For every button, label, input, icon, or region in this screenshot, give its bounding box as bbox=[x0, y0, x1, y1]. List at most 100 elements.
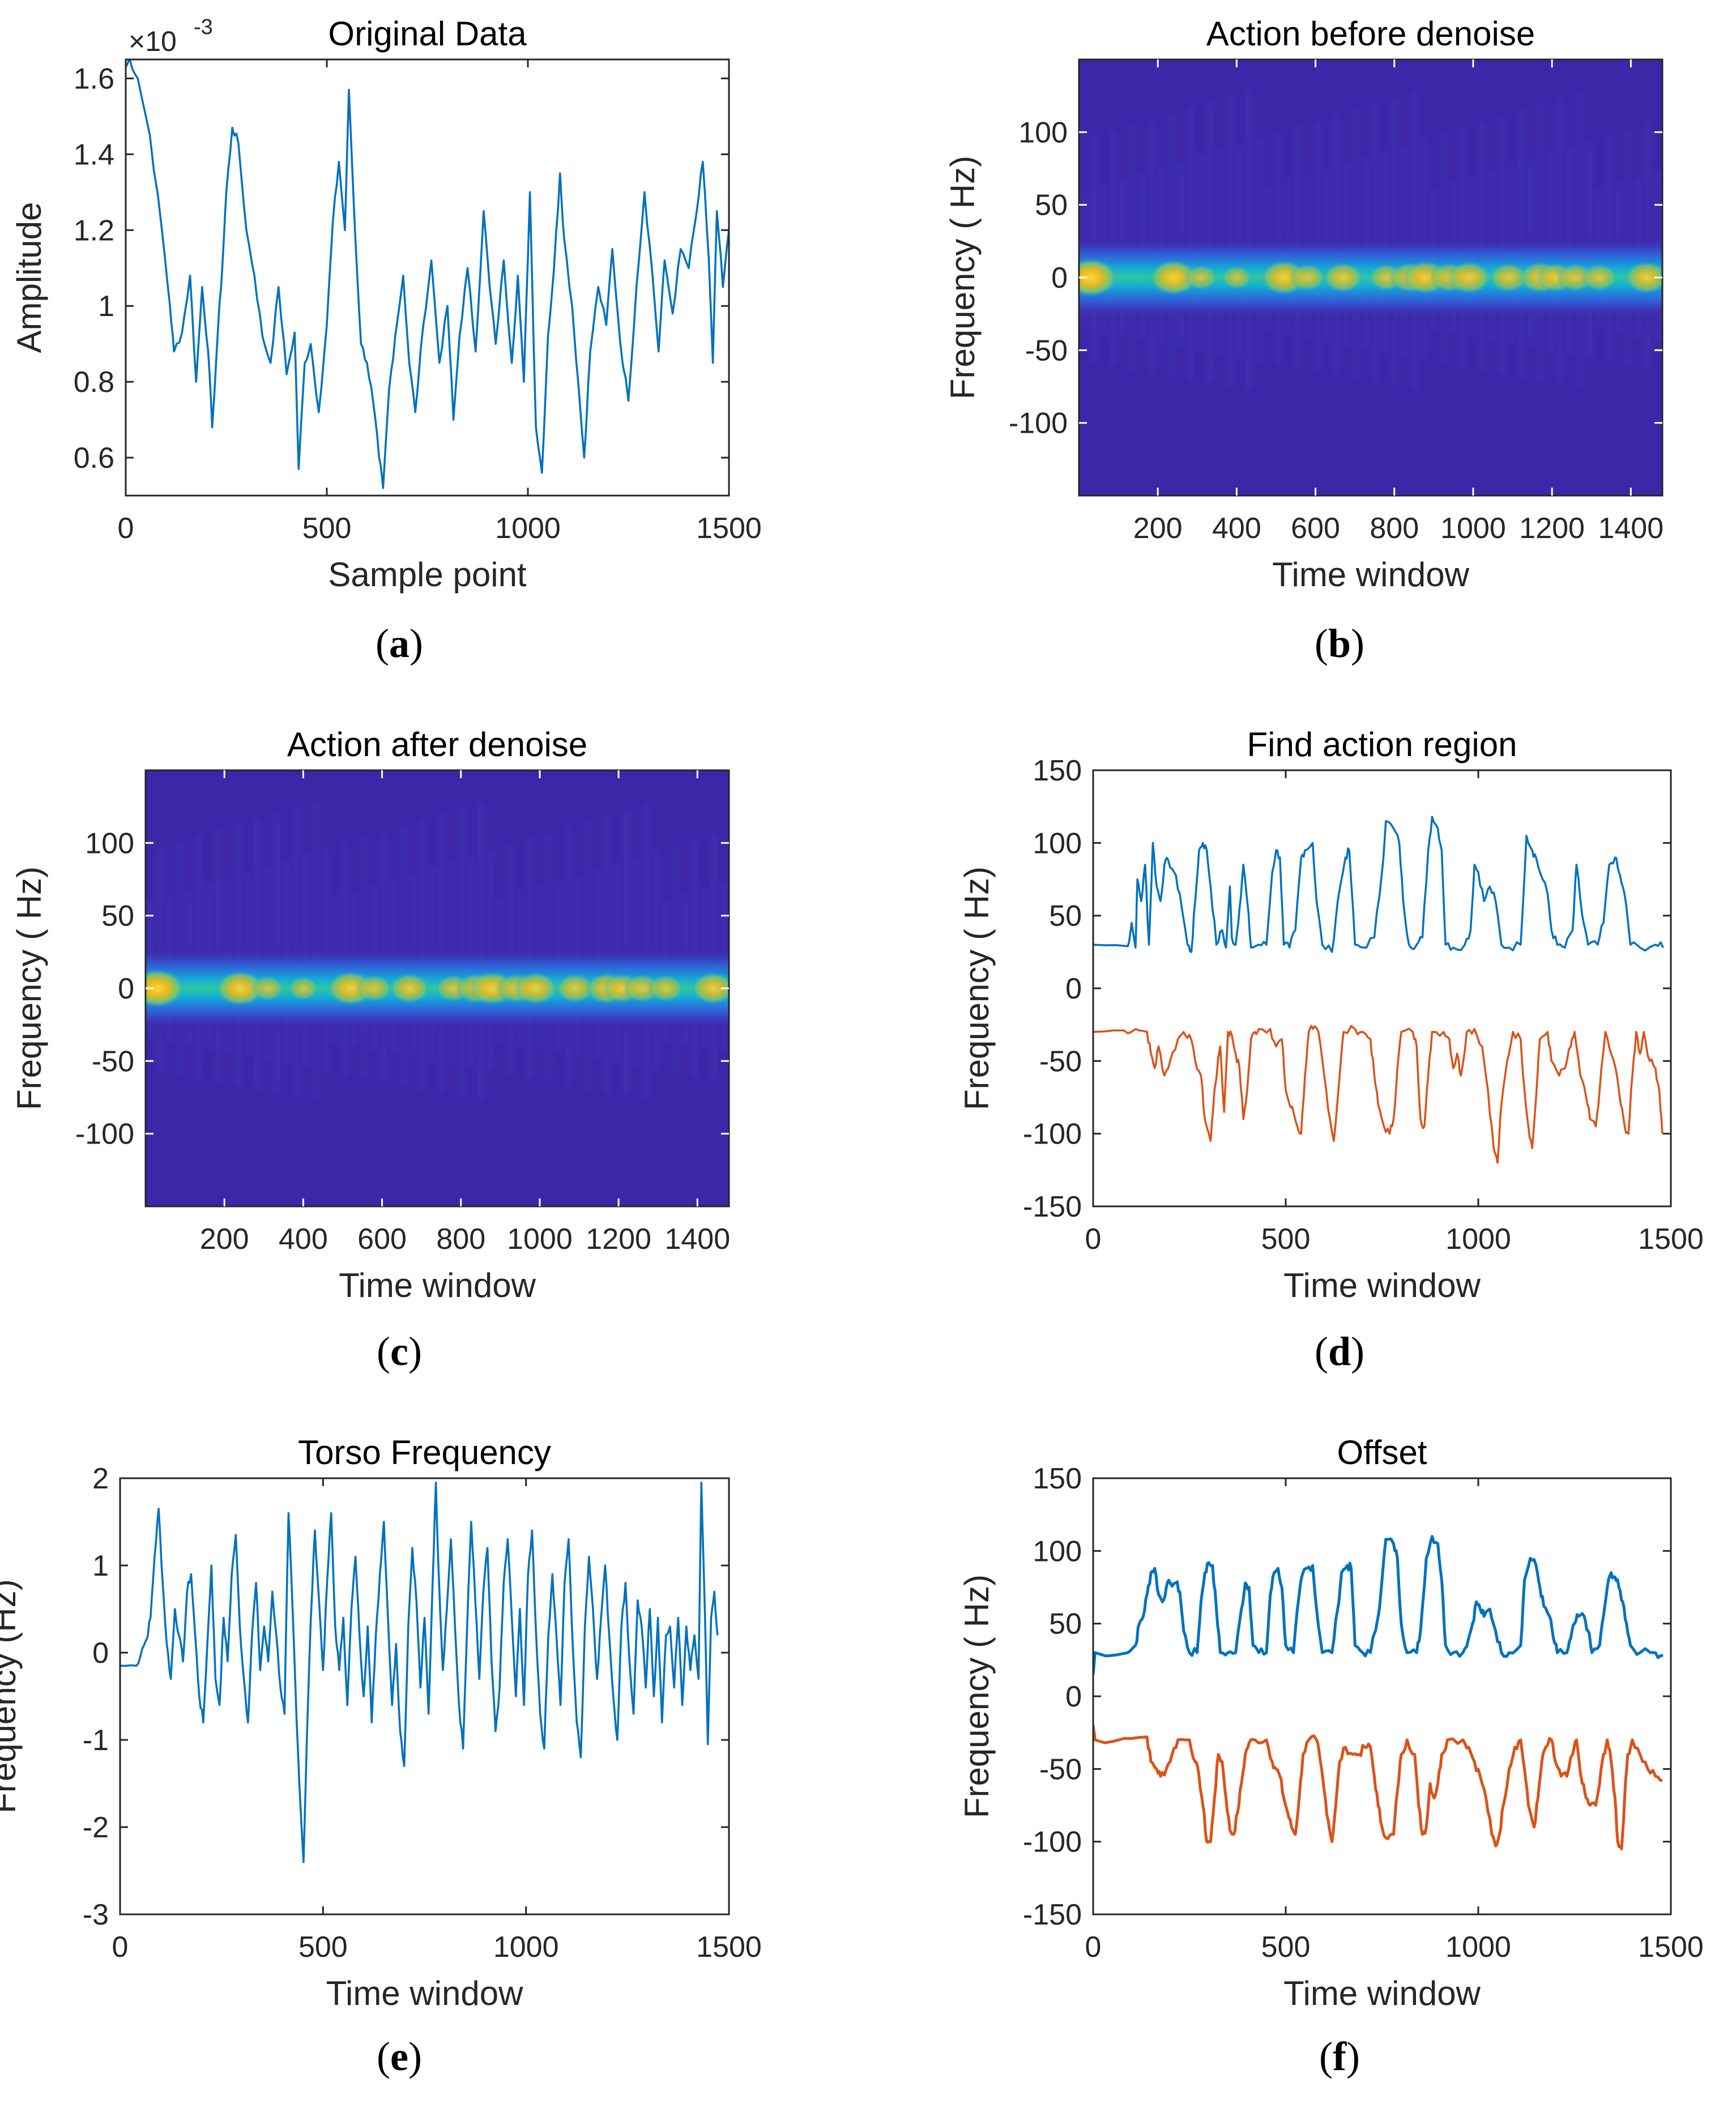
chart-title: Find action region bbox=[1247, 726, 1517, 763]
x-tick-label: 600 bbox=[357, 1223, 407, 1256]
y-tick-label: 150 bbox=[1033, 1462, 1082, 1495]
y-tick-label: -50 bbox=[1039, 1753, 1082, 1786]
exponent-label: ×10 bbox=[129, 25, 177, 57]
x-tick-label: 400 bbox=[279, 1223, 328, 1256]
series-line-lower bbox=[1093, 1025, 1664, 1164]
y-tick-label: -100 bbox=[75, 1118, 134, 1151]
spectrogram-hotspot bbox=[1489, 263, 1529, 292]
x-tick-label: 500 bbox=[302, 512, 352, 545]
y-tick-label: -50 bbox=[1025, 334, 1068, 367]
panel-a: 0 500 1000 1500 0.6 0.8 1 1.2 1.4 1.6 Original Dat… bbox=[10, 15, 762, 594]
x-tick-label: 1500 bbox=[696, 512, 762, 545]
x-axis-label: Sample point bbox=[328, 556, 527, 594]
y-tick-label: 0.6 bbox=[74, 442, 114, 475]
caption-a: (a) bbox=[376, 621, 423, 666]
y-tick-label: 2 bbox=[92, 1462, 109, 1495]
y-tick-label: 100 bbox=[1018, 116, 1068, 149]
x-tick-label: 1000 bbox=[495, 512, 561, 545]
axes-box bbox=[125, 58, 730, 497]
caption-d: (d) bbox=[1314, 1329, 1364, 1374]
y-tick-label: 0 bbox=[118, 972, 134, 1005]
x-axis-label: Time window bbox=[1283, 1266, 1481, 1304]
spectrogram-hotspot bbox=[1624, 261, 1662, 294]
y-tick-label: -150 bbox=[1023, 1898, 1082, 1931]
y-tick-label: 0 bbox=[92, 1637, 109, 1670]
spectrogram-c bbox=[146, 770, 729, 1206]
y-tick-label: 100 bbox=[1033, 1535, 1082, 1568]
spectrogram-hotspot bbox=[1185, 264, 1218, 291]
x-tick-label: 0 bbox=[112, 1931, 129, 1964]
spectrogram-b bbox=[1079, 59, 1662, 496]
y-tick-label: -100 bbox=[1023, 1118, 1082, 1151]
spectrogram-hotspot bbox=[1581, 263, 1618, 292]
spectrogram-hotspot bbox=[288, 976, 319, 1001]
x-axis-label: Time window bbox=[1272, 556, 1470, 594]
y-tick-label: -1 bbox=[83, 1724, 109, 1757]
y-tick-label: 0.8 bbox=[74, 366, 114, 399]
panel-d: 0 500 1000 1500 -150 -100 -50 0 50 100 150 Find act… bbox=[958, 726, 1704, 1304]
x-tick-label: 1500 bbox=[1638, 1931, 1704, 1964]
spectrogram-hotspot bbox=[356, 974, 393, 1002]
y-tick-label: 1 bbox=[98, 290, 114, 323]
panel-e: 0 500 1000 1500 -3 -2 -1 0 1 2 Torso Frequency Time… bbox=[0, 1433, 762, 2012]
y-tick-label: 100 bbox=[1033, 827, 1082, 860]
chart-title: Action after denoise bbox=[287, 726, 587, 763]
spectrogram-hotspot bbox=[556, 974, 595, 1003]
spectrogram-hotspot bbox=[1149, 259, 1198, 296]
y-tick-label: 100 bbox=[85, 827, 134, 860]
series-line-upper bbox=[1093, 1535, 1664, 1675]
y-tick-label: -2 bbox=[83, 1811, 109, 1844]
x-tick-label: 0 bbox=[1085, 1223, 1102, 1256]
spectrogram-hotspot bbox=[1290, 263, 1326, 292]
series-line-signal bbox=[126, 59, 729, 489]
caption-b: (b) bbox=[1314, 621, 1364, 666]
y-axis-label: Frequency ( Hz) bbox=[10, 867, 48, 1110]
y-tick-label: 0 bbox=[1065, 1680, 1082, 1713]
x-tick-label: 1000 bbox=[1445, 1931, 1511, 1964]
x-tick-label: 500 bbox=[1261, 1931, 1311, 1964]
x-tick-label: 800 bbox=[1370, 512, 1419, 545]
y-tick-label: -50 bbox=[92, 1045, 134, 1078]
x-tick-label: 1000 bbox=[1440, 512, 1506, 545]
plot-area bbox=[1093, 770, 1671, 1206]
series-line-torso bbox=[120, 1481, 719, 1863]
spectrogram-hotspot bbox=[215, 970, 265, 1006]
x-tick-label: 1200 bbox=[1519, 512, 1585, 545]
axes-box bbox=[119, 1477, 730, 1915]
y-axis-label: Amplitude bbox=[10, 202, 48, 353]
y-axis-label: Frequency ( Hz) bbox=[944, 156, 982, 399]
x-axis-label: Time window bbox=[1283, 1974, 1481, 2012]
x-tick-label: 200 bbox=[200, 1223, 249, 1256]
plot-area bbox=[1093, 1478, 1671, 1914]
y-tick-label: -3 bbox=[83, 1898, 109, 1931]
x-tick-label: 0 bbox=[118, 512, 134, 545]
y-tick-label: 1.2 bbox=[74, 214, 114, 247]
caption-c: (c) bbox=[377, 1329, 422, 1374]
x-tick-label: 1500 bbox=[1638, 1223, 1704, 1256]
panel-b: 200 400 600 800 1000 1200 1400 -100 -50 0 50 100 Act… bbox=[944, 15, 1664, 594]
y-tick-label: -150 bbox=[1023, 1191, 1082, 1223]
x-tick-label: 1400 bbox=[1598, 512, 1664, 545]
spectrogram-hotspot bbox=[1323, 262, 1364, 293]
x-tick-label: 1000 bbox=[507, 1223, 573, 1256]
x-tick-label: 600 bbox=[1291, 512, 1340, 545]
x-tick-label: 500 bbox=[298, 1931, 348, 1964]
y-tick-label: 0 bbox=[1065, 972, 1082, 1005]
x-tick-label: 800 bbox=[436, 1223, 485, 1256]
panel-f: 0 500 1000 1500 -150 -100 -50 0 50 100 150 Offset Ti… bbox=[958, 1433, 1704, 2012]
series-line-lower bbox=[1093, 1725, 1663, 1850]
x-tick-label: 500 bbox=[1261, 1223, 1311, 1256]
x-axis-label: Time window bbox=[339, 1266, 536, 1304]
x-tick-label: 1200 bbox=[586, 1223, 651, 1256]
y-tick-label: 0 bbox=[1051, 262, 1068, 295]
panel-c: 200 400 600 800 1000 1200 1400 -100 -50 0 50 100 Act… bbox=[10, 726, 730, 1304]
y-tick-label: 1.4 bbox=[74, 138, 114, 171]
y-tick-label: -100 bbox=[1023, 1826, 1082, 1859]
x-axis-label: Time window bbox=[326, 1974, 524, 2012]
y-tick-label: 1.6 bbox=[74, 62, 114, 95]
y-tick-label: 50 bbox=[101, 900, 134, 933]
x-tick-label: 1400 bbox=[664, 1223, 730, 1256]
spectrogram-hotspot bbox=[389, 973, 430, 1004]
caption-f: (f) bbox=[1319, 2034, 1360, 2079]
